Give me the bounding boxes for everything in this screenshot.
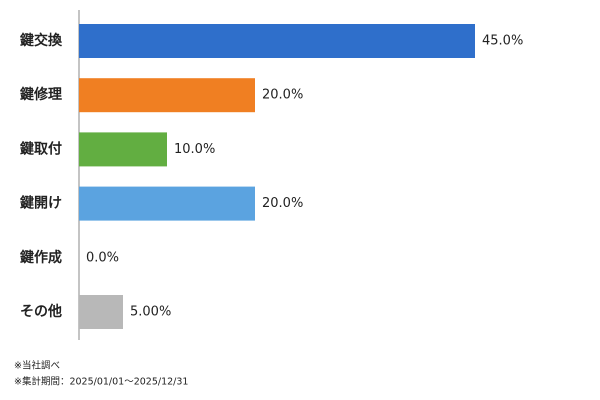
bar bbox=[79, 295, 123, 329]
category-label: 鍵交換 bbox=[20, 32, 63, 49]
value-label: 0.0% bbox=[86, 250, 119, 265]
value-label: 10.0% bbox=[174, 142, 215, 157]
category-label: 鍵作成 bbox=[20, 249, 62, 266]
value-label: 20.0% bbox=[262, 196, 303, 211]
category-label: その他 bbox=[20, 303, 62, 320]
value-label: 5.00% bbox=[130, 305, 171, 320]
bar bbox=[79, 24, 475, 58]
category-label: 鍵取付 bbox=[20, 140, 62, 157]
note: ※当社調べ bbox=[14, 360, 60, 372]
bar bbox=[79, 78, 255, 113]
category-label: 鍵開け bbox=[20, 195, 62, 212]
value-label: 45.0% bbox=[482, 34, 523, 49]
value-label: 20.0% bbox=[262, 88, 303, 103]
note: ※集計期間：2025/01/01～2025/12/31 bbox=[14, 376, 188, 388]
category-label: 鍵修理 bbox=[20, 86, 62, 103]
bar bbox=[79, 186, 255, 221]
bar bbox=[79, 132, 167, 167]
